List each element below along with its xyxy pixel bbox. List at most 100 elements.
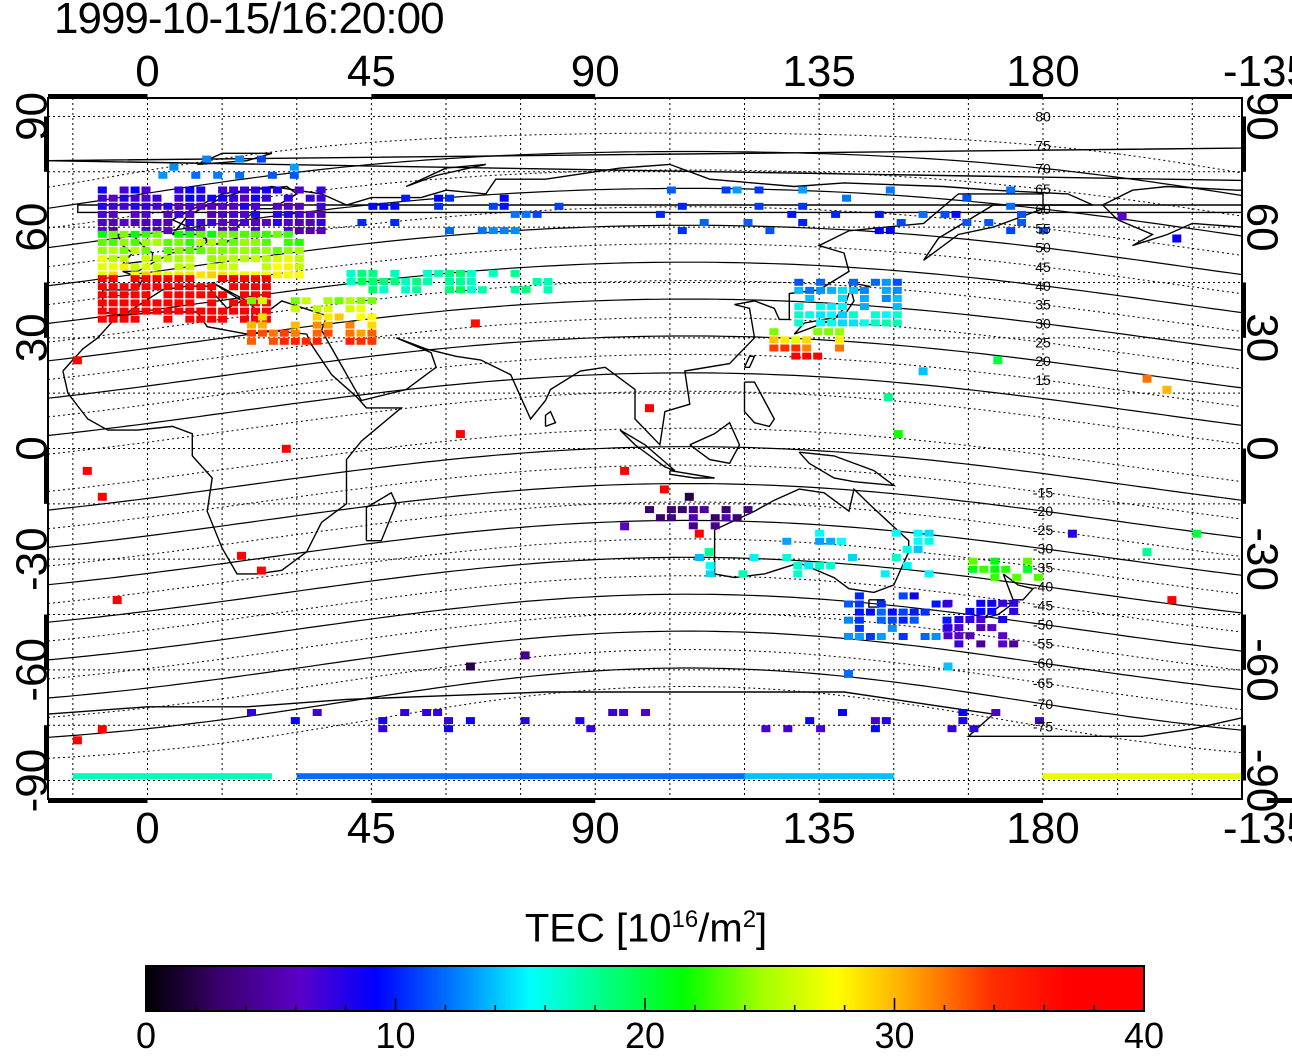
lon-tick-label-top: 135 xyxy=(782,47,855,96)
tec-cell xyxy=(185,247,195,255)
tec-cell xyxy=(130,263,140,271)
tec-cell xyxy=(444,717,453,725)
contour-line xyxy=(48,464,1242,530)
tec-cell xyxy=(984,219,994,226)
tec-cell xyxy=(97,219,107,226)
tec-cell xyxy=(488,269,498,277)
tec-cell xyxy=(229,299,239,307)
contour-label: 30 xyxy=(1035,316,1051,332)
tec-cell xyxy=(947,725,957,733)
tec-cell xyxy=(390,269,400,277)
tec-cell xyxy=(272,247,282,255)
tec-cell xyxy=(108,271,118,279)
tec-cell xyxy=(130,230,140,238)
tec-cell xyxy=(881,295,891,302)
contour-label: 35 xyxy=(1035,297,1051,313)
tec-cell xyxy=(456,269,465,277)
tec-cell xyxy=(97,227,107,235)
tec-cell xyxy=(892,319,902,327)
tec-cell xyxy=(305,219,315,226)
tec-cell xyxy=(141,271,151,279)
tec-cell xyxy=(976,640,986,648)
tec-cell xyxy=(909,616,919,624)
tec-cell xyxy=(294,227,304,235)
tec-cell xyxy=(130,219,140,226)
tec-cell xyxy=(272,271,282,279)
tec-cell xyxy=(240,299,249,307)
tec-cell xyxy=(251,227,260,235)
tec-cell xyxy=(185,307,195,315)
tec-cell xyxy=(466,269,476,277)
contour-label: -70 xyxy=(1033,696,1053,712)
tec-cell xyxy=(301,297,311,305)
tec-cell xyxy=(608,709,618,716)
colorbar-label-unit-exponent: 2 xyxy=(742,906,757,933)
colorbar-label-unit: /m xyxy=(698,906,743,951)
lon-tick-label-bottom: -135 xyxy=(1223,804,1292,853)
tec-cell xyxy=(229,263,239,271)
tec-cell xyxy=(710,514,720,522)
tec-cell xyxy=(196,194,206,202)
tec-polar-band xyxy=(744,773,894,780)
contour-line xyxy=(48,353,1242,418)
tec-cell xyxy=(218,291,228,299)
tec-cell xyxy=(218,230,228,238)
tec-cell xyxy=(119,307,129,315)
tec-cell xyxy=(965,607,975,615)
tec-cell xyxy=(367,297,377,305)
tec-cell xyxy=(794,286,804,294)
tec-cell xyxy=(268,329,278,337)
tec-cell xyxy=(876,633,886,640)
tec-cell xyxy=(965,632,975,640)
tec-cell xyxy=(312,321,322,329)
tec-cell xyxy=(704,548,714,557)
tec-cell xyxy=(283,238,293,246)
tec-cell xyxy=(207,291,217,299)
tec-cell xyxy=(838,286,847,294)
tec-cell xyxy=(251,275,260,283)
tec-cell xyxy=(876,600,886,608)
tec-cell xyxy=(423,269,433,277)
tec-cell xyxy=(312,709,322,716)
tec-cell xyxy=(251,283,260,291)
tec-cell xyxy=(979,565,989,573)
tec-cell xyxy=(196,230,206,238)
tec-cell xyxy=(976,616,986,623)
tec-cell xyxy=(445,278,454,285)
tec-cell xyxy=(849,311,858,319)
tec-cell xyxy=(218,315,228,323)
tec-cell xyxy=(345,337,355,345)
tec-cell xyxy=(207,283,217,291)
tec-cell xyxy=(909,608,919,616)
tec-cell xyxy=(174,271,184,279)
tec-cell xyxy=(876,608,886,616)
contour-label: -40 xyxy=(1033,578,1053,594)
tec-cell xyxy=(881,311,891,319)
tec-cell xyxy=(272,202,282,210)
contour-line xyxy=(48,483,1242,548)
tec-cell xyxy=(163,283,173,291)
tec-cell xyxy=(174,238,184,246)
tec-cell xyxy=(987,607,997,615)
tec-cell xyxy=(990,565,1000,573)
tec-cell xyxy=(805,717,815,725)
frame-bar xyxy=(44,614,49,670)
coastline xyxy=(1002,573,1035,601)
tec-cell xyxy=(782,537,792,545)
tec-cell xyxy=(854,600,864,608)
tec-cell xyxy=(356,305,366,313)
tec-cell xyxy=(202,155,212,163)
tec-cell xyxy=(247,329,256,337)
tec-polar-band xyxy=(1043,773,1242,780)
tec-cell xyxy=(316,227,326,235)
tec-cell xyxy=(152,194,162,202)
tec-cell xyxy=(1023,557,1033,565)
tec-cell xyxy=(316,186,326,194)
tec-cell xyxy=(235,171,245,179)
contour-line xyxy=(48,132,1242,188)
tec-cell xyxy=(72,736,82,745)
tec-cell xyxy=(1142,374,1152,383)
tec-cell xyxy=(207,263,217,271)
tec-cell xyxy=(82,466,92,475)
tec-cell xyxy=(346,269,356,277)
